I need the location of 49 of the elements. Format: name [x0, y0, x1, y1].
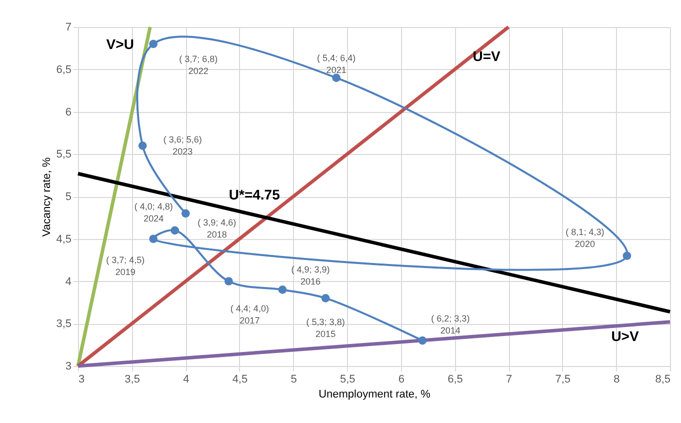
point — [622, 252, 632, 260]
x-tick-label: 4,5 — [232, 374, 248, 386]
annotation: ( 3,9; 4,6) 2018 — [198, 217, 236, 240]
point — [224, 277, 233, 286]
point — [321, 294, 330, 302]
y-tick-label: 4 — [65, 276, 72, 288]
x-tick-label: 7 — [506, 374, 512, 386]
point — [149, 234, 158, 244]
annotation: ( 3,7; 4,5) 2019 — [106, 254, 145, 277]
annotation: ( 5,4; 6,4) 2021 — [317, 52, 356, 75]
annotation: ( 6,2; 3,3) 2014 — [431, 314, 470, 336]
x-tick-label: 8 — [614, 374, 620, 386]
x-tick-label: 5,5 — [340, 374, 356, 386]
series-label: U=V — [472, 48, 502, 64]
x-tick-label: 3,5 — [124, 374, 140, 386]
y-tick-label: 7 — [65, 22, 72, 34]
point — [332, 74, 341, 82]
y-tick-label: 4,5 — [56, 233, 72, 246]
y-tick-label: 5,5 — [56, 148, 72, 161]
x-tick-label: 6 — [398, 374, 404, 386]
x-tick-label: 4 — [183, 374, 190, 386]
series-label: U>V — [611, 328, 640, 344]
annotation: ( 4,4; 4,0) 2017 — [230, 303, 269, 326]
y-tick-label: 6,5 — [56, 64, 72, 76]
y-tick-label: 3 — [65, 360, 72, 372]
annotation: ( 4,9; 3,9) 2016 — [291, 264, 330, 287]
x-axis-title: Unemployment rate, % — [318, 388, 431, 400]
x-tick-label: 8,5 — [655, 374, 670, 386]
point — [278, 286, 287, 294]
x-tick-label: 5 — [290, 374, 297, 386]
x-tick-label: 7,5 — [555, 374, 571, 386]
point — [149, 40, 158, 48]
annotation: ( 4,0; 4,8) 2024 — [134, 201, 173, 224]
annotation: ( 8,1; 4,3) 2020 — [566, 226, 604, 249]
point — [170, 226, 180, 235]
y-tick-label: 5 — [65, 191, 72, 203]
x-tick-label: 6,5 — [448, 374, 463, 386]
point — [418, 336, 427, 345]
annotation: ( 3,6; 5,6) 2023 — [163, 134, 202, 157]
series-label: U*=4.75 — [228, 186, 280, 203]
point — [138, 141, 147, 150]
y-axis-title: Vacancy rate, % — [41, 157, 54, 237]
y-tick-label: 3,5 — [56, 318, 72, 330]
annotation: ( 5,3; 3,8) 2015 — [306, 317, 345, 340]
point — [181, 209, 190, 218]
annotation: ( 3,7; 6,8) 2022 — [179, 54, 218, 76]
series-label: V>U — [106, 36, 134, 52]
y-tick-label: 6 — [65, 106, 72, 118]
x-tick-label: 3 — [78, 374, 85, 386]
